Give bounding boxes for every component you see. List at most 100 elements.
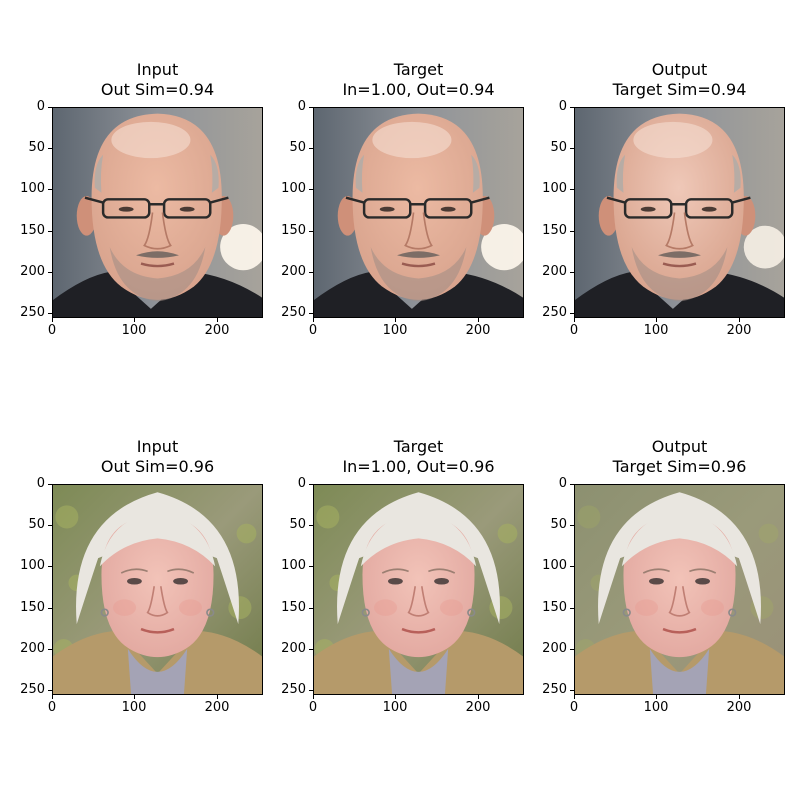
y-tick-mark — [309, 107, 313, 108]
y-tick-mark — [570, 148, 574, 149]
y-tick-label: 100 — [20, 558, 45, 573]
y-tick-label: 150 — [542, 223, 567, 238]
panel-title-line1: Target — [393, 60, 444, 79]
x-tick-mark — [478, 318, 479, 322]
y-tick-label: 0 — [558, 99, 567, 114]
x-tick-mark — [52, 318, 53, 322]
y-tick-label: 100 — [281, 181, 306, 196]
y-tick-label: 50 — [28, 140, 45, 155]
y-tick-mark — [309, 525, 313, 526]
panel-title: Input Out Sim=0.94 — [28, 60, 288, 100]
face-woman-white-hair-output — [574, 484, 785, 695]
y-tick-mark — [570, 231, 574, 232]
x-tick-mark — [739, 695, 740, 699]
x-tick-label: 100 — [121, 700, 147, 715]
panel-title-line2: Out Sim=0.96 — [100, 457, 215, 476]
panel-title: Output Target Sim=0.94 — [550, 60, 800, 100]
x-tick-label: 100 — [382, 700, 408, 715]
y-tick-mark — [570, 313, 574, 314]
x-tick-label: 100 — [643, 323, 669, 338]
y-tick-label: 200 — [281, 641, 306, 656]
y-tick-mark — [570, 566, 574, 567]
y-tick-mark — [309, 484, 313, 485]
x-tick-mark — [134, 695, 135, 699]
y-tick-mark — [48, 525, 52, 526]
x-tick-label: 200 — [204, 700, 230, 715]
y-tick-label: 200 — [542, 641, 567, 656]
y-tick-mark — [570, 690, 574, 691]
panel-title-line1: Input — [136, 437, 179, 456]
y-tick-mark — [309, 690, 313, 691]
y-tick-mark — [570, 525, 574, 526]
x-tick-mark — [134, 318, 135, 322]
y-tick-label: 200 — [20, 641, 45, 656]
x-tick-label: 200 — [726, 323, 752, 338]
x-tick-label: 0 — [47, 323, 57, 338]
y-tick-mark — [48, 148, 52, 149]
y-tick-label: 100 — [542, 558, 567, 573]
y-tick-mark — [570, 189, 574, 190]
y-tick-mark — [570, 107, 574, 108]
y-tick-label: 250 — [20, 305, 45, 320]
x-tick-mark — [395, 695, 396, 699]
y-tick-label: 200 — [542, 264, 567, 279]
x-tick-mark — [395, 318, 396, 322]
face-woman-white-hair-input — [52, 484, 263, 695]
y-tick-mark — [48, 313, 52, 314]
y-tick-label: 100 — [542, 181, 567, 196]
panel-title-line1: Output — [651, 437, 708, 456]
y-tick-label: 150 — [542, 600, 567, 615]
panel-title: Target In=1.00, Out=0.96 — [289, 437, 549, 477]
x-tick-label: 100 — [382, 323, 408, 338]
image-panel — [52, 107, 263, 318]
x-tick-label: 0 — [47, 700, 57, 715]
x-tick-mark — [478, 695, 479, 699]
panel-title-line1: Output — [651, 60, 708, 79]
y-tick-mark — [309, 566, 313, 567]
image-panel — [52, 484, 263, 695]
y-tick-label: 150 — [281, 600, 306, 615]
x-tick-label: 200 — [726, 700, 752, 715]
y-tick-mark — [48, 272, 52, 273]
y-tick-mark — [309, 272, 313, 273]
image-panel — [574, 107, 785, 318]
y-tick-label: 250 — [542, 682, 567, 697]
x-tick-mark — [574, 318, 575, 322]
x-tick-mark — [52, 695, 53, 699]
y-tick-label: 100 — [281, 558, 306, 573]
y-tick-label: 50 — [289, 517, 306, 532]
y-tick-mark — [48, 484, 52, 485]
y-tick-label: 150 — [20, 223, 45, 238]
face-woman-white-hair-target — [313, 484, 524, 695]
x-tick-label: 100 — [121, 323, 147, 338]
y-tick-mark — [309, 649, 313, 650]
panel-title: Output Target Sim=0.96 — [550, 437, 800, 477]
y-tick-mark — [48, 690, 52, 691]
y-tick-label: 250 — [281, 305, 306, 320]
x-tick-mark — [217, 318, 218, 322]
x-tick-mark — [656, 695, 657, 699]
x-tick-label: 200 — [204, 323, 230, 338]
face-man-bald-glasses-output — [574, 107, 785, 318]
y-tick-label: 50 — [289, 140, 306, 155]
y-tick-label: 150 — [281, 223, 306, 238]
x-tick-mark — [574, 695, 575, 699]
y-tick-mark — [570, 649, 574, 650]
x-tick-label: 200 — [465, 700, 491, 715]
y-tick-label: 250 — [542, 305, 567, 320]
y-tick-label: 50 — [550, 517, 567, 532]
y-tick-mark — [309, 608, 313, 609]
face-man-bald-glasses-input — [52, 107, 263, 318]
y-tick-mark — [309, 148, 313, 149]
panel-title-line1: Target — [393, 437, 444, 456]
face-man-bald-glasses-target — [313, 107, 524, 318]
x-tick-mark — [739, 318, 740, 322]
y-tick-label: 0 — [36, 476, 45, 491]
y-tick-mark — [48, 566, 52, 567]
x-tick-label: 0 — [308, 700, 318, 715]
y-tick-mark — [309, 313, 313, 314]
y-tick-mark — [570, 484, 574, 485]
y-tick-label: 200 — [20, 264, 45, 279]
y-tick-mark — [48, 231, 52, 232]
